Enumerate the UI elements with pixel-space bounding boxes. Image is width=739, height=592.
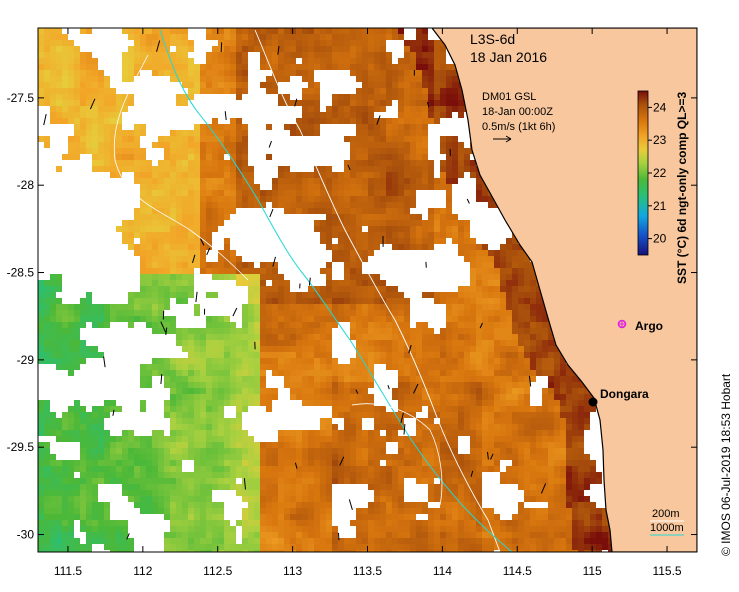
credit-text: © IMOS 06-Jul-2019 18:53 Hobart xyxy=(719,373,733,556)
x-tick-label: 115 xyxy=(583,564,602,578)
wind-vectors xyxy=(43,40,547,541)
colorbar-tick-label: 23 xyxy=(653,133,667,147)
x-tick-label: 113.5 xyxy=(353,564,382,578)
wind-scale: 0.5m/s (1kt 6h) xyxy=(482,121,555,133)
dongara-label: Dongara xyxy=(600,387,649,401)
dongara-marker xyxy=(588,397,598,407)
x-tick-label: 112 xyxy=(133,564,152,578)
y-tick-label: -29 xyxy=(17,353,35,367)
isobath-200m-west xyxy=(113,54,249,281)
y-tick-label: -30 xyxy=(17,528,35,542)
wind-time: 18-Jan 00:00Z xyxy=(482,106,553,118)
colorbar-tick-label: 20 xyxy=(653,232,667,246)
isobath-200m xyxy=(254,29,501,552)
land-mass xyxy=(431,28,697,552)
x-tick-label: 112.5 xyxy=(203,564,232,578)
isobath-1000m xyxy=(159,29,513,552)
sst-field xyxy=(38,28,614,552)
colorbar-tick-label: 24 xyxy=(653,100,667,114)
colorbar-title: SST (°C) 6d ngt-only comp QL>=3 xyxy=(675,92,689,284)
isobath-200m-south xyxy=(351,403,443,506)
product-title: L3S-6d xyxy=(470,31,515,47)
y-tick-label: -28.5 xyxy=(7,266,35,280)
map-plot-area xyxy=(38,28,697,552)
argo-label: Argo xyxy=(635,319,663,333)
x-axis: 111.5 112 112.5 113 113.5 114 114.5 115 115.5 xyxy=(54,28,682,578)
colorbar-tick-label: 22 xyxy=(653,166,667,180)
date-label: 18 Jan 2016 xyxy=(470,49,547,65)
y-axis: -27.5 -28 -28.5 -29 -29.5 -30 xyxy=(7,91,697,542)
isobath-1000-label: 1000m xyxy=(650,522,684,534)
isobath-200-label: 200m xyxy=(652,508,680,520)
x-tick-label: 111.5 xyxy=(54,564,83,578)
y-tick-label: -28 xyxy=(17,178,35,192)
y-tick-label: -29.5 xyxy=(7,440,35,454)
colorbar-tick-label: 21 xyxy=(653,199,667,213)
colorbar xyxy=(637,90,649,256)
wind-source: DM01 GSL xyxy=(482,91,536,103)
y-tick-label: -27.5 xyxy=(7,91,35,105)
wind-scale-arrow xyxy=(493,135,512,143)
x-tick-label: 114 xyxy=(433,564,452,578)
x-tick-label: 115.5 xyxy=(652,564,681,578)
x-tick-label: 114.5 xyxy=(503,564,532,578)
colorbar-ticks: 20 21 22 23 24 xyxy=(648,100,667,246)
x-tick-label: 113 xyxy=(283,564,302,578)
argo-marker xyxy=(617,319,627,329)
